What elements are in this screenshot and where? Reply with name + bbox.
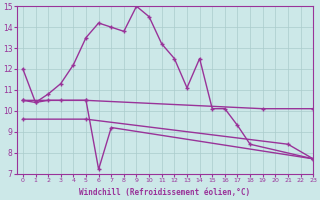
X-axis label: Windchill (Refroidissement éolien,°C): Windchill (Refroidissement éolien,°C) xyxy=(79,188,251,197)
